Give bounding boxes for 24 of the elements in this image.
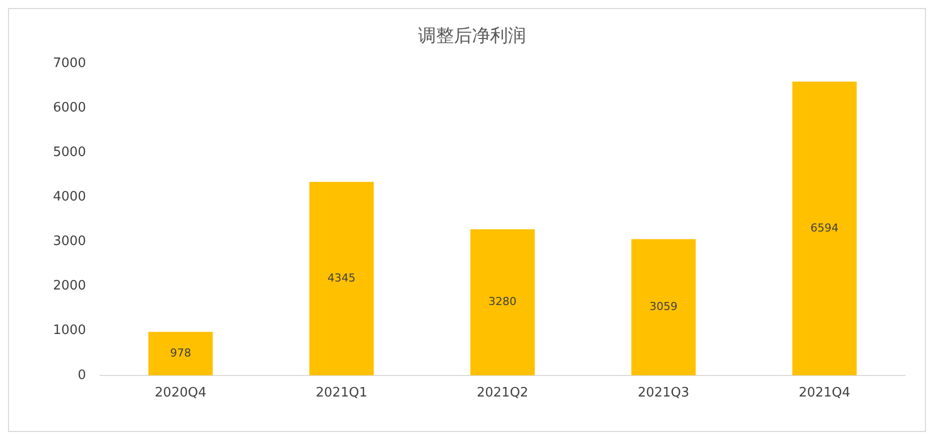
y-tick-label: 2000 (52, 278, 86, 294)
x-tick-label: 2020Q4 (154, 386, 206, 401)
y-tick-label: 6000 (52, 100, 86, 116)
bar (309, 182, 374, 376)
data-label: 6594 (810, 221, 839, 234)
x-tick-label: 2021Q4 (798, 386, 850, 401)
data-label: 978 (170, 346, 192, 360)
bar (470, 229, 535, 376)
x-tick-label: 2021Q1 (316, 386, 368, 401)
y-tick-label: 7000 (52, 56, 86, 71)
x-tick-label: 2021Q3 (638, 386, 690, 401)
y-tick-label: 4000 (52, 190, 86, 205)
x-tick-label: 2021Q2 (476, 386, 528, 401)
chart-title: 调整后净利润 (418, 25, 526, 46)
y-tick-label: 1000 (52, 323, 86, 338)
bar (792, 82, 857, 376)
data-label: 3280 (488, 295, 517, 308)
data-label: 4345 (328, 271, 356, 284)
bar (148, 332, 213, 376)
y-tick-label: 5000 (52, 145, 86, 160)
data-label: 3059 (650, 300, 678, 314)
y-tick-label: 3000 (52, 234, 86, 250)
bar (631, 239, 696, 376)
y-tick-label: 0 (78, 368, 86, 383)
